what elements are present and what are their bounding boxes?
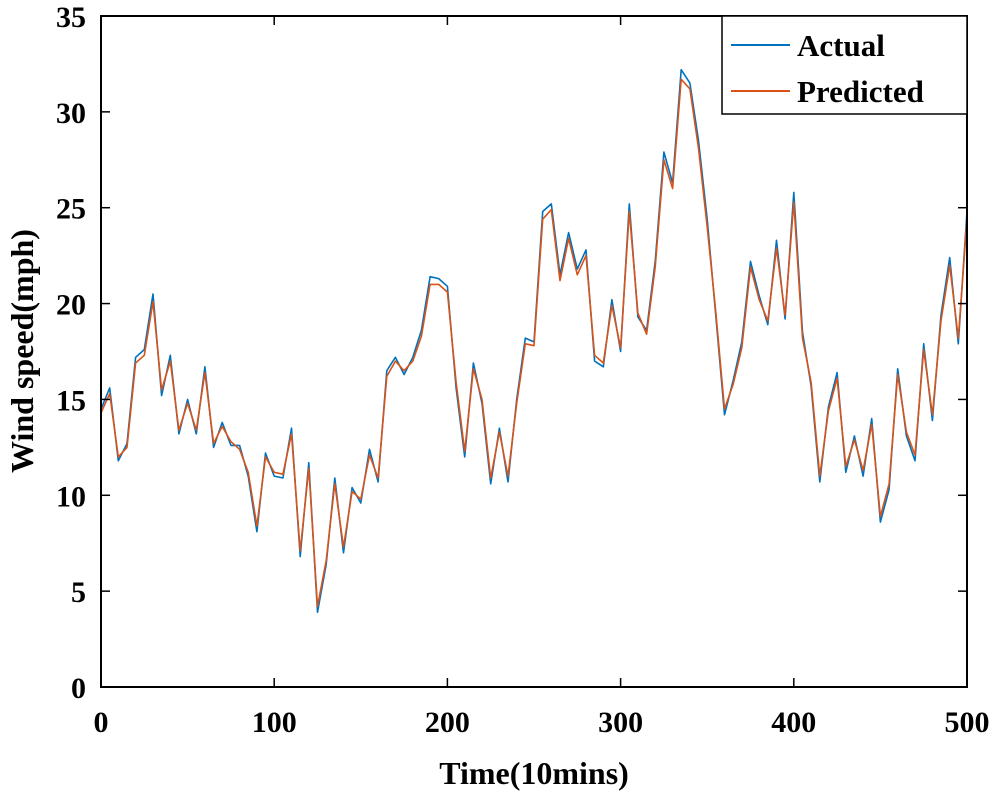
legend-box bbox=[721, 15, 968, 115]
y-axis-title: Wind speed(mph) bbox=[4, 229, 40, 473]
ticks-group bbox=[100, 15, 968, 688]
series-line-predicted bbox=[100, 78, 968, 608]
x-tick-label: 400 bbox=[771, 706, 816, 739]
y-tick-label: 20 bbox=[56, 289, 86, 322]
y-tick-labels: 0 5 10 15 20 25 30 35 bbox=[56, 1, 86, 705]
x-tick-labels: 0 100 200 300 400 500 bbox=[94, 706, 990, 739]
legend-label-predicted: Predicted bbox=[797, 74, 924, 109]
y-tick-label: 0 bbox=[71, 672, 86, 705]
series-group bbox=[100, 68, 968, 614]
legend-label-actual: Actual bbox=[797, 28, 885, 63]
x-tick-label: 300 bbox=[598, 706, 643, 739]
y-tick-label: 5 bbox=[71, 576, 86, 609]
y-tick-label: 10 bbox=[56, 480, 86, 513]
y-tick-label: 35 bbox=[56, 1, 86, 34]
x-tick-label: 100 bbox=[252, 706, 297, 739]
legend: Actual Predicted bbox=[721, 15, 968, 115]
y-tick-label: 30 bbox=[56, 97, 86, 130]
y-tick-label: 15 bbox=[56, 384, 86, 417]
x-axis-title: Time(10mins) bbox=[439, 755, 629, 791]
y-tick-label: 25 bbox=[56, 193, 86, 226]
x-tick-label: 500 bbox=[945, 706, 990, 739]
x-tick-label: 200 bbox=[425, 706, 470, 739]
axes-box bbox=[100, 15, 968, 688]
x-tick-label: 0 bbox=[94, 706, 109, 739]
